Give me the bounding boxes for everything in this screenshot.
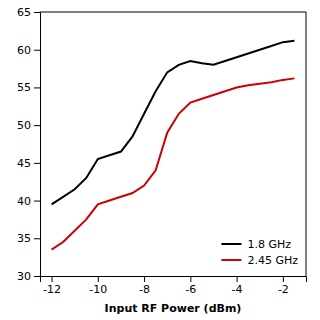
tick: 55 — [17, 81, 40, 94]
tick: -4 — [232, 276, 243, 296]
legend: 1.8 GHz 2.45 GHz — [221, 238, 298, 267]
line — [52, 78, 295, 249]
tick-label: 50 — [17, 119, 31, 132]
tick-label: 30 — [17, 270, 31, 283]
tick-label: -2 — [278, 283, 289, 296]
tick-mark — [98, 276, 99, 282]
tick-label: -4 — [232, 283, 243, 296]
legend-item: 1.8 GHz — [221, 238, 291, 251]
tick-label: 40 — [17, 195, 31, 208]
tick: 45 — [17, 157, 40, 170]
tick: 60 — [17, 44, 40, 57]
axis-line — [41, 277, 307, 283]
frame-line — [40, 12, 306, 13]
tick-label: 55 — [17, 81, 31, 94]
legend-label: 1.8 GHz — [247, 238, 291, 251]
tick-label: 45 — [17, 157, 31, 170]
plot: -12 -10 -8 -6 -4 -2 30 35 40 45 50 55 60 65 Input RF P… — [17, 6, 307, 315]
tick-mark — [34, 201, 40, 202]
tick: -10 — [89, 276, 107, 296]
tick: 50 — [17, 119, 40, 132]
tick: 40 — [17, 195, 40, 208]
tick-mark — [34, 276, 40, 277]
tick-mark — [34, 12, 40, 13]
tick-mark — [34, 50, 40, 51]
tick-mark — [34, 87, 40, 88]
tick: -12 — [43, 276, 61, 296]
tick: 30 — [17, 270, 40, 283]
legend-item: 2.45 GHz — [221, 254, 298, 267]
tick-mark — [283, 276, 284, 282]
tick: -8 — [139, 276, 150, 296]
legend-swatch — [221, 243, 241, 245]
tick-label: 35 — [17, 232, 31, 245]
legend-label: 2.45 GHz — [247, 254, 298, 267]
tick-mark — [144, 276, 145, 282]
x-axis-title: Input RF Power (dBm) — [105, 302, 242, 315]
axis-line — [34, 13, 41, 277]
tick-label: 65 — [17, 6, 31, 19]
chart: -12 -10 -8 -6 -4 -2 30 35 40 45 50 55 60 65 Input RF P… — [0, 0, 320, 320]
tick-mark — [34, 238, 40, 239]
legend-swatch — [221, 259, 241, 261]
frame-line — [306, 12, 307, 276]
tick-mark — [34, 125, 40, 126]
tick-label: -6 — [185, 283, 196, 296]
tick-label: -10 — [89, 283, 107, 296]
tick: 35 — [17, 232, 40, 245]
tick-mark — [34, 163, 40, 164]
tick: -6 — [185, 276, 196, 296]
y-axis: 30 35 40 45 50 55 60 65 — [17, 6, 41, 283]
tick-mark — [52, 276, 53, 282]
tick-mark — [237, 276, 238, 282]
lines — [52, 41, 295, 250]
x-axis: -12 -10 -8 -6 -4 -2 — [41, 276, 307, 296]
tick: -2 — [278, 276, 289, 296]
tick-mark — [190, 276, 191, 282]
tick-label: -12 — [43, 283, 61, 296]
tick: 65 — [17, 6, 40, 19]
tick-label: 60 — [17, 44, 31, 57]
tick-label: -8 — [139, 283, 150, 296]
